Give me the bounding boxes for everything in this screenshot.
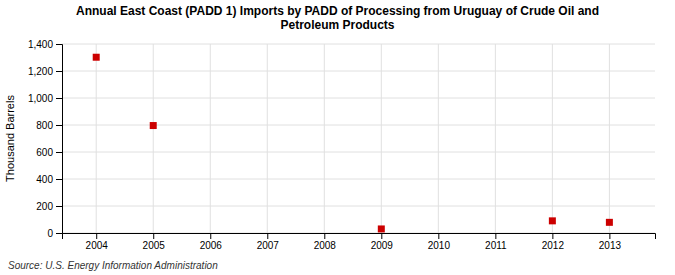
tick-mark <box>210 233 211 239</box>
tick: 2013 <box>599 233 622 251</box>
tick-label: 2010 <box>428 240 451 251</box>
tick-label: 400 <box>36 174 53 185</box>
x-axis: 2004 2005 2006 2007 2008 2009 2010 2011 2012 2013 <box>63 233 656 251</box>
grid-line <box>62 152 655 153</box>
tick-mark <box>495 233 496 239</box>
tick-label: 2006 <box>200 240 223 251</box>
chart: 2004 2005 2006 2007 2008 2009 2010 2011 2012 2013… <box>0 0 675 275</box>
title-line: Petroleum Products <box>280 18 394 32</box>
tick: 2012 <box>542 233 565 251</box>
tick: 600 <box>36 147 62 158</box>
tick-mark <box>609 233 610 239</box>
grid-line <box>62 44 655 45</box>
tick-label: 2012 <box>542 240 565 251</box>
point <box>93 54 100 61</box>
tick-label: 200 <box>36 201 53 212</box>
grid-line <box>62 98 655 99</box>
grid-line <box>96 44 97 233</box>
tick: 0 <box>47 228 62 239</box>
tick-label: 1,400 <box>28 39 53 50</box>
tick-mark <box>324 233 325 239</box>
grid-line <box>324 44 325 233</box>
tick: 2005 <box>143 233 166 251</box>
tick-mark <box>153 233 154 239</box>
grid-line <box>62 206 655 207</box>
tick-label: 2004 <box>86 240 109 251</box>
tick: 1,200 <box>28 66 62 77</box>
grid-line <box>381 44 382 233</box>
tick: 2011 <box>485 233 507 251</box>
tick-label: 2007 <box>257 240 280 251</box>
grid-line <box>495 44 496 233</box>
tick-label: 2011 <box>485 240 507 251</box>
tick: 2004 <box>86 233 109 251</box>
tick-label: 2005 <box>143 240 166 251</box>
tick: 2006 <box>200 233 223 251</box>
tick-label: 600 <box>36 147 53 158</box>
tick-mark <box>56 206 62 207</box>
title: Annual East Coast (PADD 1) Imports by PA… <box>76 4 599 32</box>
point <box>150 122 157 129</box>
tick-mark <box>96 233 97 239</box>
tick-label: 2013 <box>599 240 622 251</box>
tick-mark <box>381 233 382 239</box>
y-axis: 0 200 400 600 800 1,000 1,200 1,400 <box>28 39 63 239</box>
grid-line <box>438 44 439 233</box>
tick: 2007 <box>257 233 280 251</box>
tick: 2008 <box>314 233 337 251</box>
tick: 400 <box>36 174 62 185</box>
tick: 1,400 <box>28 39 62 50</box>
tick-mark <box>267 233 268 239</box>
tick-mark <box>56 98 62 99</box>
grid <box>62 44 655 233</box>
title-line: Annual East Coast (PADD 1) Imports by PA… <box>76 4 599 18</box>
axis-line <box>56 45 63 234</box>
tick: 1,000 <box>28 93 62 104</box>
tick-mark <box>438 233 439 239</box>
tick-mark <box>56 179 62 180</box>
tick-mark <box>56 152 62 153</box>
tick-label: 0 <box>47 228 53 239</box>
tick: 2010 <box>428 233 451 251</box>
tick-label: 2008 <box>314 240 337 251</box>
grid-line <box>210 44 211 233</box>
grid-line <box>62 71 655 72</box>
marks <box>93 54 613 233</box>
tick-mark <box>552 233 553 239</box>
source: Source: U.S. Energy Information Administ… <box>8 260 218 271</box>
point <box>606 219 613 226</box>
point <box>378 225 385 232</box>
tick: 200 <box>36 201 62 212</box>
point <box>549 217 556 224</box>
plot: 2004 2005 2006 2007 2008 2009 2010 2011 2012 2013… <box>28 39 656 251</box>
grid-line <box>552 44 553 233</box>
tick-label: 2009 <box>371 240 394 251</box>
tick-mark <box>56 233 62 234</box>
tick-mark <box>56 44 62 45</box>
grid-line <box>62 179 655 180</box>
axis-line <box>63 234 656 240</box>
y-axis-label: Thousand Barrels <box>4 95 16 182</box>
grid-line <box>609 44 610 233</box>
tick-label: 1,000 <box>28 93 53 104</box>
grid-line <box>153 44 154 233</box>
tick-mark <box>56 125 62 126</box>
grid-line <box>267 44 268 233</box>
tick-label: 1,200 <box>28 66 53 77</box>
tick-label: 800 <box>36 120 53 131</box>
tick: 2009 <box>371 233 394 251</box>
tick-mark <box>56 71 62 72</box>
tick: 800 <box>36 120 62 131</box>
